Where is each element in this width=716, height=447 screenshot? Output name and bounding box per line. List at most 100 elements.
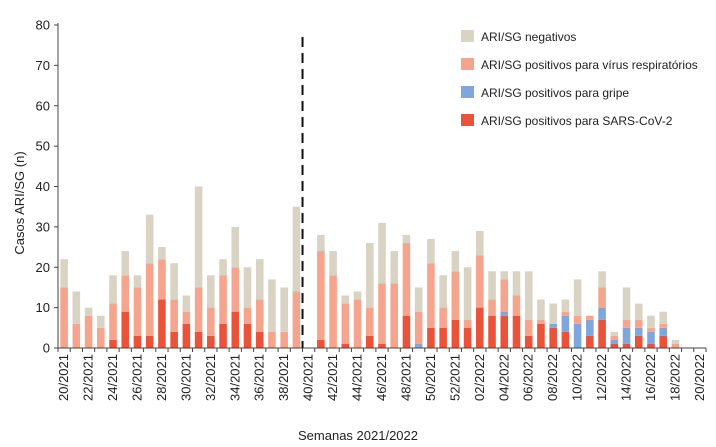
bar-segment-series-1-15/2022 <box>634 327 643 336</box>
bar-segment-series-2-33/2021 <box>219 275 227 324</box>
bar-segment-series-1-09/2022 <box>561 315 570 332</box>
x-tick-labels: 20/2021 22/2021 24/2021 26/2021 28/2021 30/20… <box>56 354 707 401</box>
bar-segment-series-0-46/2021 <box>378 343 386 348</box>
bar-segment-series-0-01/2022 <box>463 327 472 348</box>
bar-segment-series-2-18/2022 <box>671 343 680 348</box>
y-tick-labels: 0 10 20 30 40 50 60 70 80 <box>36 18 50 356</box>
bar-segment-series-3-12/2022 <box>598 271 606 288</box>
bar-segment-series-3-30/2021 <box>182 295 191 312</box>
bar-segment-series-2-49/2021 <box>414 311 423 344</box>
x-tick-label: 28/2021 <box>154 354 169 401</box>
bar-segment-series-3-46/2021 <box>378 222 386 284</box>
bar-segment-series-2-23/2021 <box>97 327 105 348</box>
x-tick-label: 32/2021 <box>203 354 218 401</box>
bar-segment-series-2-50/2021 <box>427 263 435 328</box>
bar-segment-series-0-31/2021 <box>194 331 203 348</box>
bar-segment-series-3-24/2021 <box>109 275 117 304</box>
y-tick-label: 20 <box>36 260 50 275</box>
bar-segment-series-1-08/2022 <box>549 323 557 328</box>
bar-segment-series-2-14/2022 <box>622 319 631 328</box>
y-tick-label: 10 <box>36 300 50 315</box>
bar-segment-series-0-03/2022 <box>488 315 496 348</box>
x-tick-label: 06/2022 <box>521 354 536 401</box>
bar-segment-series-3-52/2021 <box>451 251 460 272</box>
bar-segment-series-3-23/2021 <box>97 315 105 328</box>
bar-segment-series-3-36/2021 <box>255 259 264 300</box>
bar-segment-series-2-44/2021 <box>353 299 362 348</box>
bar-segment-series-3-48/2021 <box>402 234 411 244</box>
bar-segment-series-0-13/2022 <box>610 343 619 348</box>
bar-segment-series-0-32/2021 <box>207 335 215 348</box>
bar-segment-series-2-09/2022 <box>561 311 570 316</box>
bar-segment-series-3-01/2022 <box>463 267 472 320</box>
bar-segment-series-0-14/2022 <box>622 343 631 348</box>
y-tick-label: 60 <box>36 98 50 113</box>
bar-segment-series-0-48/2021 <box>402 315 411 348</box>
bar-segment-series-0-16/2022 <box>647 343 655 348</box>
bar-segment-series-3-34/2021 <box>231 226 240 268</box>
bar-segment-series-3-37/2021 <box>268 279 276 332</box>
bar-segment-series-3-43/2021 <box>341 295 350 304</box>
x-tick-label: 12/2022 <box>594 354 609 401</box>
bar-segment-series-0-35/2021 <box>243 323 252 348</box>
bar-segment-series-2-20/2021 <box>60 287 68 348</box>
legend-swatch <box>461 114 474 126</box>
bar-segment-series-2-27/2021 <box>145 263 154 336</box>
x-tick-label: 04/2022 <box>496 354 511 401</box>
bar-segment-series-0-17/2022 <box>659 335 667 348</box>
x-tick-label: 16/2022 <box>643 354 658 401</box>
y-tick-label: 70 <box>36 58 50 73</box>
x-axis-title: Semanas 2021/2022 <box>298 428 418 443</box>
bar-segment-series-2-07/2022 <box>537 319 545 324</box>
bar-segment-series-3-42/2021 <box>329 251 337 276</box>
x-tick-label: 14/2022 <box>619 354 634 401</box>
bar-segment-series-0-02/2022 <box>476 307 484 349</box>
bar-segment-series-2-06/2022 <box>524 319 533 336</box>
bar-segment-series-0-29/2021 <box>170 331 178 348</box>
bar-segment-series-2-32/2021 <box>207 307 215 336</box>
y-tick-label: 50 <box>36 139 50 154</box>
bar-segment-series-2-31/2021 <box>194 287 203 332</box>
bar-segment-series-0-07/2022 <box>537 323 545 348</box>
legend-swatch <box>461 86 474 98</box>
x-tick-label: 20/2022 <box>692 354 707 401</box>
bar-segment-series-3-47/2021 <box>390 251 399 284</box>
bar-segment-series-2-46/2021 <box>378 283 386 344</box>
bar-segment-series-0-15/2022 <box>634 335 643 348</box>
x-tick-label: 34/2021 <box>227 354 242 401</box>
x-tick-label: 48/2021 <box>398 354 413 401</box>
bar-segment-series-2-10/2022 <box>573 315 582 324</box>
bar-segment-series-2-35/2021 <box>243 307 252 324</box>
legend: ARI/SG negativos ARI/SG positivos para ví… <box>461 30 698 128</box>
bar-segment-series-0-12/2022 <box>598 319 606 348</box>
bar-segment-series-3-20/2021 <box>60 259 68 288</box>
bar-segment-series-3-32/2021 <box>207 275 215 308</box>
y-tick-label: 40 <box>36 179 50 194</box>
bar-segment-series-2-22/2021 <box>84 315 93 348</box>
y-tick-label: 80 <box>36 18 50 33</box>
bar-segment-series-0-41/2021 <box>317 339 325 348</box>
bar-segment-series-1-04/2022 <box>500 311 509 316</box>
bar-segment-series-2-52/2021 <box>451 271 460 320</box>
bar-segment-series-2-25/2021 <box>121 275 130 312</box>
bar-segment-series-2-13/2022 <box>610 335 619 340</box>
y-tick-label: 30 <box>36 219 50 234</box>
bar-segment-series-0-04/2022 <box>500 315 509 348</box>
bar-segment-series-3-09/2022 <box>561 299 570 312</box>
bar-segment-series-0-51/2021 <box>439 327 447 348</box>
bar-segment-series-2-04/2022 <box>500 279 509 312</box>
bar-segment-series-2-05/2022 <box>512 295 521 316</box>
bar-segment-series-0-09/2022 <box>561 331 570 348</box>
bar-segment-series-2-39/2021 <box>292 291 301 348</box>
legend-label: ARI/SG negativos <box>481 30 576 44</box>
x-tick-label: 42/2021 <box>325 354 340 401</box>
bar-segment-series-3-08/2022 <box>549 303 557 324</box>
bar-segment-series-0-06/2022 <box>524 335 533 348</box>
bar-segment-series-1-12/2022 <box>598 307 606 320</box>
bar-segment-series-3-29/2021 <box>170 263 178 300</box>
bar-segment-series-3-10/2022 <box>573 279 582 316</box>
bar-segment-series-1-11/2022 <box>586 319 594 336</box>
legend-label: ARI/SG positivos para gripe <box>481 86 629 100</box>
bar-segment-series-1-10/2022 <box>573 323 582 348</box>
x-tick-label: 44/2021 <box>350 354 365 401</box>
